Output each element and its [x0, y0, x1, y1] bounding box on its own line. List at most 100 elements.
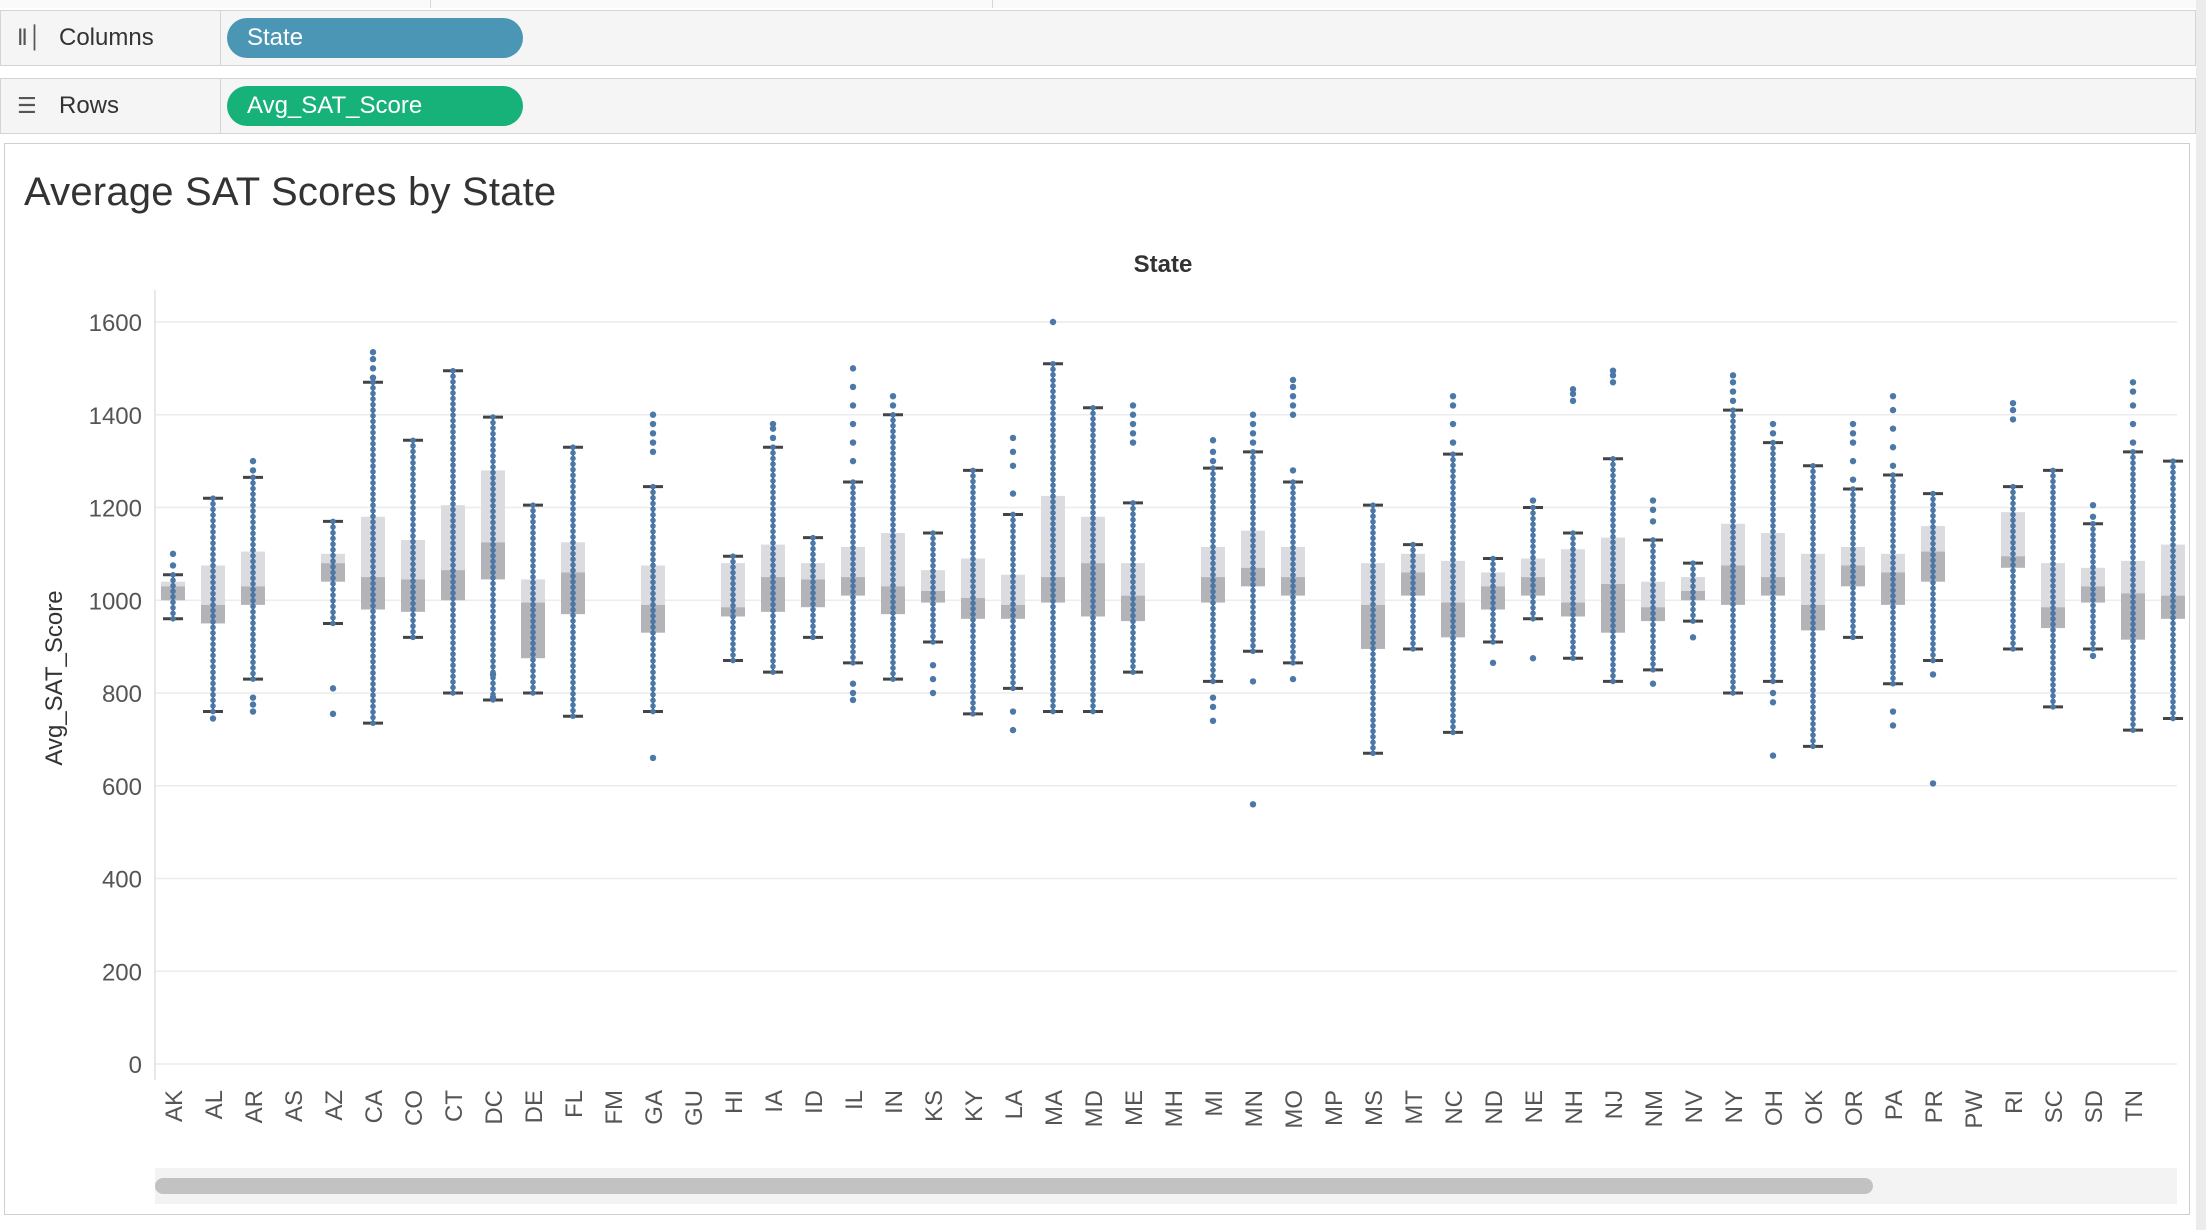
data-point	[1770, 456, 1776, 463]
outlier-point	[1729, 388, 1737, 395]
data-point	[1370, 728, 1376, 735]
data-point	[810, 584, 816, 591]
data-point	[1930, 641, 1936, 647]
data-point	[370, 379, 376, 386]
outlier-point	[1449, 420, 1457, 428]
data-point	[490, 497, 496, 504]
data-point	[2090, 597, 2096, 603]
outlier-point	[1289, 467, 1297, 474]
data-point	[1930, 540, 1936, 547]
data-point	[2090, 580, 2096, 587]
data-point	[810, 606, 816, 613]
data-point	[1570, 573, 1576, 580]
data-point	[1450, 479, 1456, 485]
data-point	[330, 541, 336, 547]
state-pill[interactable]: State	[227, 18, 523, 58]
data-point	[450, 379, 456, 385]
data-point	[370, 647, 376, 654]
data-point	[1050, 653, 1056, 660]
data-point	[370, 658, 376, 665]
data-point	[330, 569, 336, 576]
data-point	[1130, 545, 1136, 551]
data-point	[210, 708, 216, 715]
data-point	[1730, 562, 1736, 569]
data-point	[1810, 580, 1816, 587]
data-point	[490, 686, 496, 692]
x-tick-label: AK	[161, 1090, 188, 1122]
horizontal-scrollbar-thumb[interactable]	[155, 1178, 1873, 1194]
data-point	[1730, 435, 1736, 441]
data-point	[850, 506, 856, 513]
data-point	[450, 629, 456, 635]
data-point	[450, 662, 456, 669]
vertical-scrollbar[interactable]	[2196, 0, 2206, 1230]
data-point	[1810, 681, 1816, 688]
data-point	[650, 708, 656, 715]
data-point	[890, 511, 896, 517]
columns-shelf[interactable]: Ⅱ│ Columns State	[0, 10, 2196, 66]
data-point	[2170, 698, 2176, 705]
data-point	[450, 651, 456, 657]
data-point	[810, 551, 816, 558]
data-point	[1290, 643, 1296, 650]
data-point	[650, 691, 656, 698]
data-point	[1090, 416, 1096, 422]
data-point	[1370, 684, 1376, 690]
data-point	[450, 429, 456, 435]
data-point	[250, 474, 256, 481]
data-point	[890, 593, 896, 600]
data-point	[410, 521, 416, 528]
data-point	[530, 574, 536, 580]
data-point	[370, 463, 376, 469]
outlier-point	[1129, 439, 1137, 446]
data-point	[650, 511, 656, 518]
data-point	[1250, 576, 1256, 583]
data-point	[970, 617, 976, 623]
outlier-point	[1289, 393, 1297, 400]
data-point	[2050, 566, 2056, 573]
data-point	[250, 670, 256, 677]
data-point	[770, 646, 776, 653]
data-point	[1770, 656, 1776, 662]
y-tick-label: 0	[129, 1052, 142, 1079]
outlier-point	[2089, 513, 2097, 520]
data-point	[1050, 537, 1056, 544]
data-point	[1530, 538, 1536, 544]
box-plot-ny	[1721, 372, 1745, 696]
rows-shelf[interactable]: ☰ Rows Avg_SAT_Score	[0, 78, 2196, 134]
data-point	[1450, 462, 1456, 469]
data-point	[450, 495, 456, 502]
data-point	[1090, 443, 1096, 450]
data-point	[2170, 620, 2176, 627]
data-point	[1730, 534, 1736, 541]
data-point	[1530, 588, 1536, 594]
outlier-point	[769, 434, 777, 442]
box-plot-fl	[561, 444, 585, 719]
data-point	[1810, 513, 1816, 520]
data-point	[1010, 640, 1016, 647]
data-point	[930, 546, 936, 553]
data-point	[570, 478, 576, 484]
data-point	[370, 429, 376, 436]
data-point	[2130, 627, 2136, 633]
data-point	[2090, 613, 2096, 620]
data-point	[1490, 628, 1496, 634]
data-point	[1770, 623, 1776, 629]
data-point	[1650, 661, 1656, 667]
data-point	[1730, 501, 1736, 508]
data-point	[1690, 560, 1696, 566]
data-point	[530, 524, 536, 531]
data-point	[370, 630, 376, 637]
data-point	[370, 524, 376, 531]
data-point	[1850, 541, 1856, 547]
data-point	[370, 457, 376, 464]
data-point	[450, 395, 456, 402]
data-point	[1290, 517, 1296, 524]
data-point	[2130, 510, 2136, 516]
data-point	[890, 560, 896, 567]
avg-sat-score-pill[interactable]: Avg_SAT_Score	[227, 86, 523, 126]
data-point	[1090, 504, 1096, 511]
data-point	[570, 606, 576, 613]
data-point	[1010, 663, 1016, 669]
